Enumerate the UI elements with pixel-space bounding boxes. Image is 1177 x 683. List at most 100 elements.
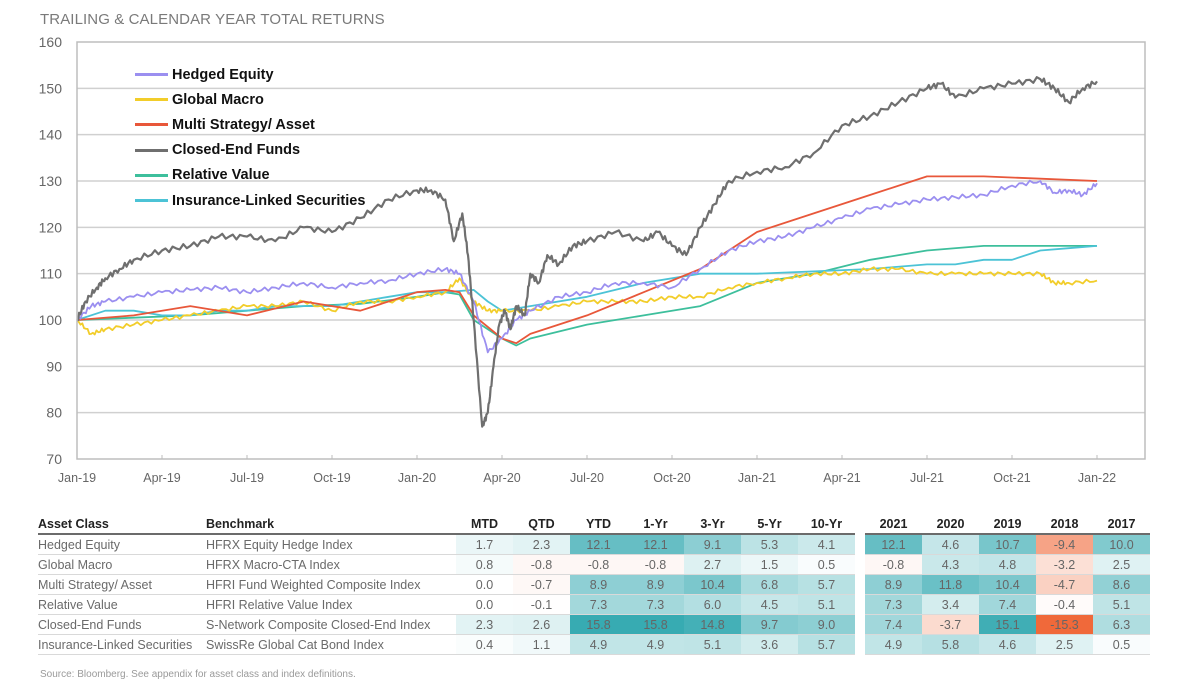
return-cell: 7.3 <box>570 594 627 615</box>
legend-swatch <box>135 173 168 177</box>
return-cell: -0.8 <box>865 554 922 575</box>
row-label: HFRX Equity Hedge Index <box>206 534 456 555</box>
column-header: 2019 <box>979 515 1036 535</box>
legend-swatch <box>135 148 168 152</box>
return-cell: 2.3 <box>513 534 570 555</box>
return-cell: 10.4 <box>684 574 741 595</box>
return-cell: -9.4 <box>1036 534 1093 555</box>
return-cell: 10.0 <box>1093 534 1150 555</box>
column-gap <box>855 534 865 555</box>
row-label: HFRI Relative Value Index <box>206 594 456 615</box>
return-cell: 11.8 <box>922 574 979 595</box>
return-cell: 2.3 <box>456 614 513 635</box>
row-label: Closed-End Funds <box>38 614 206 635</box>
return-cell: 3.6 <box>741 634 798 655</box>
return-cell: 2.5 <box>1093 554 1150 575</box>
return-cell: 15.8 <box>627 614 684 635</box>
x-tick-label: Jan-21 <box>738 471 776 485</box>
return-cell: 5.1 <box>1093 594 1150 615</box>
row-label: Insurance-Linked Securities <box>38 634 206 655</box>
return-cell: 0.0 <box>456 594 513 615</box>
x-axis-ticks: Jan-19 Apr-19 Jul-19 Oct-19 Jan-20 Apr-20 Jul-… <box>58 455 1116 485</box>
x-tick-label: Oct-21 <box>993 471 1031 485</box>
legend-item: Closed-End Funds <box>135 138 365 163</box>
return-cell: 5.7 <box>798 634 855 655</box>
return-cell: 2.6 <box>513 614 570 635</box>
return-cell: -0.8 <box>570 554 627 575</box>
x-tick-label: Apr-21 <box>823 471 861 485</box>
x-tick-label: Jan-19 <box>58 471 96 485</box>
column-header: 10-Yr <box>798 515 855 535</box>
legend-item: Relative Value <box>135 163 365 188</box>
return-cell: 7.3 <box>627 594 684 615</box>
column-gap <box>855 515 865 534</box>
return-cell: 1.7 <box>456 534 513 555</box>
legend-swatch <box>135 73 168 77</box>
y-tick-label: 130 <box>39 173 63 189</box>
legend-label: Closed-End Funds <box>172 142 301 159</box>
y-tick-label: 120 <box>39 219 63 235</box>
column-gap <box>855 594 865 615</box>
table-header-row: Asset Class Benchmark MTD QTD YTD 1-Yr 3-Yr 5-Y… <box>38 515 1150 535</box>
column-header: YTD <box>570 515 627 535</box>
legend-label: Global Macro <box>172 91 264 108</box>
return-cell: -4.7 <box>1036 574 1093 595</box>
table-row: Global Macro HFRX Macro-CTA Index 0.8 -0.8-… <box>38 554 1150 575</box>
x-tick-label: Jan-22 <box>1078 471 1116 485</box>
returns-table: Asset Class Benchmark MTD QTD YTD 1-Yr 3-Yr 5-Y… <box>38 515 1150 655</box>
column-header: 2020 <box>922 515 979 535</box>
x-tick-label: Oct-20 <box>653 471 691 485</box>
return-cell: -0.1 <box>513 594 570 615</box>
return-cell: 4.1 <box>798 534 855 555</box>
return-cell: 0.4 <box>456 634 513 655</box>
x-tick-label: Jan-20 <box>398 471 436 485</box>
row-label: SwissRe Global Cat Bond Index <box>206 634 456 655</box>
x-tick-label: Jul-20 <box>570 471 604 485</box>
legend-label: Insurance-Linked Securities <box>172 192 366 209</box>
return-cell: 0.5 <box>1093 634 1150 655</box>
return-cell: 12.1 <box>627 534 684 555</box>
column-header: 3-Yr <box>684 515 741 535</box>
return-cell: 3.4 <box>922 594 979 615</box>
y-tick-label: 110 <box>40 266 63 282</box>
return-cell: 4.6 <box>922 534 979 555</box>
return-cell: 0.5 <box>798 554 855 575</box>
return-cell: -3.7 <box>922 614 979 635</box>
return-cell: 12.1 <box>570 534 627 555</box>
legend-label: Relative Value <box>172 167 270 184</box>
return-cell: 0.0 <box>456 574 513 595</box>
legend-label: Hedged Equity <box>172 66 274 83</box>
return-cell: 7.4 <box>979 594 1036 615</box>
return-cell: 6.0 <box>684 594 741 615</box>
column-gap <box>855 554 865 575</box>
x-tick-label: Apr-20 <box>483 471 521 485</box>
x-tick-label: Oct-19 <box>313 471 351 485</box>
return-cell: 9.1 <box>684 534 741 555</box>
source-note: Source: Bloomberg. See appendix for asse… <box>40 669 356 680</box>
table-row: Multi Strategy/ Asset HFRI Fund Weighted … <box>38 574 1150 595</box>
series-line-global-macro <box>76 266 1098 336</box>
return-cell: 6.3 <box>1093 614 1150 635</box>
series-line-relative-value <box>76 244 1097 347</box>
row-label: Relative Value <box>38 594 206 615</box>
legend-swatch <box>135 98 168 102</box>
return-cell: 10.7 <box>979 534 1036 555</box>
return-cell: 2.7 <box>684 554 741 575</box>
series-line-hedged-equity <box>76 179 1098 354</box>
return-cell: 7.4 <box>865 614 922 635</box>
legend-label: Multi Strategy/ Asset <box>172 116 315 133</box>
series-line-closed-end-funds <box>76 76 1098 428</box>
column-header: MTD <box>456 515 513 535</box>
return-cell: 1.1 <box>513 634 570 655</box>
return-cell: 5.1 <box>798 594 855 615</box>
column-gap <box>855 634 865 655</box>
return-cell: -0.8 <box>513 554 570 575</box>
column-header: 2017 <box>1093 515 1150 535</box>
legend-swatch <box>135 123 168 127</box>
table-row: Hedged Equity HFRX Equity Hedge Index 1.7 2… <box>38 534 1150 555</box>
return-cell: 15.1 <box>979 614 1036 635</box>
column-header: 2021 <box>865 515 922 535</box>
y-tick-label: 150 <box>39 80 63 96</box>
y-tick-label: 80 <box>46 405 62 421</box>
return-cell: 0.8 <box>456 554 513 575</box>
